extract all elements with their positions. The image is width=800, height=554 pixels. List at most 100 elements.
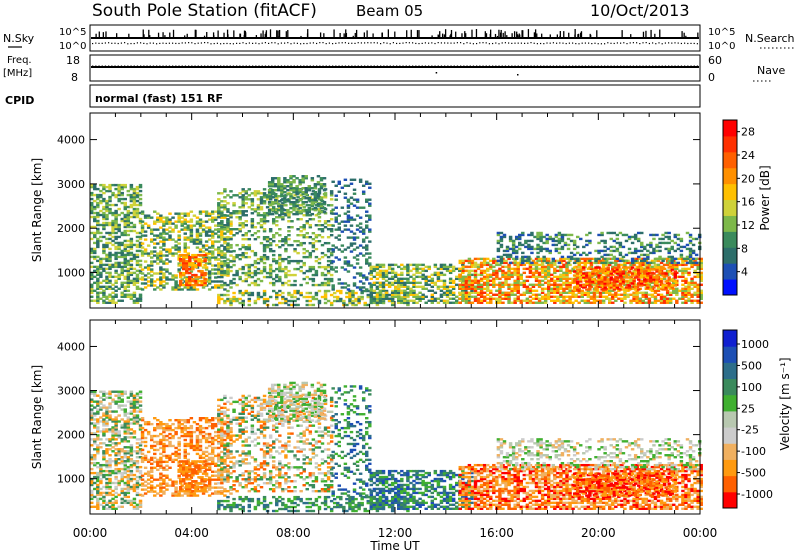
power-cell [180, 228, 184, 231]
nave-dot [380, 65, 382, 67]
nsearch-dot [568, 42, 570, 44]
power-cell [204, 266, 209, 269]
power-cell [495, 293, 499, 296]
power-cell [180, 278, 184, 281]
power-cell [223, 226, 227, 229]
power-cell [687, 273, 691, 277]
power-cell [369, 265, 374, 269]
power-cell [132, 199, 137, 203]
power-cell [114, 285, 118, 289]
power-cell [123, 269, 127, 273]
power-cell [301, 191, 305, 194]
power-cell [293, 259, 297, 263]
power-cell [105, 231, 109, 235]
power-cell [274, 210, 278, 214]
power-cell [93, 265, 97, 269]
power-cell [99, 239, 103, 243]
power-cell [572, 247, 577, 251]
power-cell [361, 206, 366, 209]
power-cell [129, 199, 134, 203]
power-cell [528, 267, 533, 271]
power-cell [470, 281, 475, 285]
power-cell [322, 192, 327, 196]
power-cell [496, 249, 501, 253]
power-cell [575, 245, 580, 249]
power-cell [365, 258, 369, 261]
power-cell [301, 202, 305, 206]
power-cell [226, 293, 230, 297]
power-cell [540, 287, 545, 291]
power-cell [681, 267, 685, 271]
power-cell [516, 277, 520, 281]
power-cell [442, 265, 447, 269]
power-cell [528, 287, 533, 291]
power-cell [217, 204, 221, 207]
power-cell [543, 265, 548, 269]
power-cell [334, 198, 338, 201]
power-cell [670, 255, 674, 259]
power-cell [681, 259, 685, 263]
power-cell [284, 273, 288, 277]
power-cell [302, 214, 306, 217]
power-cell [329, 230, 334, 233]
nsky-bar [683, 32, 685, 38]
power-cell [329, 228, 334, 231]
power-cell [340, 230, 345, 233]
power-cell [368, 256, 372, 259]
power-cell [183, 226, 187, 229]
nsearch-dot [204, 42, 206, 44]
power-cell [214, 286, 218, 289]
power-cell [617, 289, 621, 293]
power-cell [305, 275, 309, 279]
power-cell [93, 251, 97, 255]
nsky-bar [345, 32, 348, 38]
power-cell [244, 233, 248, 237]
power-cell [268, 243, 273, 247]
power-cell [256, 295, 261, 299]
power-cell [319, 204, 324, 208]
power-cell [207, 230, 212, 233]
power-cell [96, 219, 100, 223]
power-cell [614, 295, 618, 298]
power-cell [290, 259, 294, 263]
power-cell [464, 299, 469, 302]
nsky-bar [344, 34, 347, 38]
nsearch-dot [552, 42, 554, 44]
nsearch-dot [664, 42, 666, 44]
power-cell [198, 218, 203, 221]
power-cell [577, 291, 581, 294]
power-cell [644, 281, 649, 285]
power-cell [241, 243, 245, 247]
power-cell [174, 224, 178, 227]
power-cell [114, 195, 118, 199]
power-cell [126, 289, 131, 293]
power-cell [559, 273, 563, 277]
power-cell [268, 249, 273, 253]
power-cell [177, 234, 181, 237]
power-cell [90, 247, 94, 251]
power-cell [143, 214, 148, 217]
nsky-bar [287, 29, 289, 38]
power-cell [496, 239, 501, 243]
power-cell [696, 289, 700, 293]
power-cell [220, 286, 224, 289]
power-cell [149, 252, 154, 255]
power-cell [244, 237, 248, 241]
power-cell [623, 261, 627, 265]
power-cell [595, 291, 600, 294]
power-cell [418, 271, 422, 275]
power-cell [96, 205, 100, 209]
nave-dot [514, 65, 516, 67]
nave-dot [613, 65, 615, 67]
power-cell [267, 210, 272, 214]
power-cell [129, 183, 134, 187]
nsky-bar [265, 30, 268, 38]
power-cell [510, 293, 514, 296]
power-cell [513, 273, 517, 277]
power-cell [540, 261, 545, 265]
nave-dot [159, 65, 161, 67]
power-cell [358, 222, 363, 225]
power-cell [476, 283, 481, 287]
power-cell [345, 291, 349, 295]
power-cell [293, 247, 297, 251]
